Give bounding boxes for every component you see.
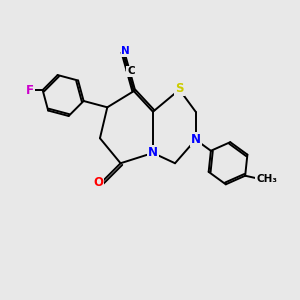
Text: S: S: [175, 82, 184, 95]
Text: F: F: [26, 84, 34, 97]
Text: N: N: [148, 146, 158, 159]
Text: C: C: [127, 66, 135, 76]
Text: O: O: [94, 176, 103, 189]
Text: CH₃: CH₃: [256, 174, 277, 184]
Text: N: N: [190, 133, 201, 146]
Text: N: N: [122, 46, 130, 56]
